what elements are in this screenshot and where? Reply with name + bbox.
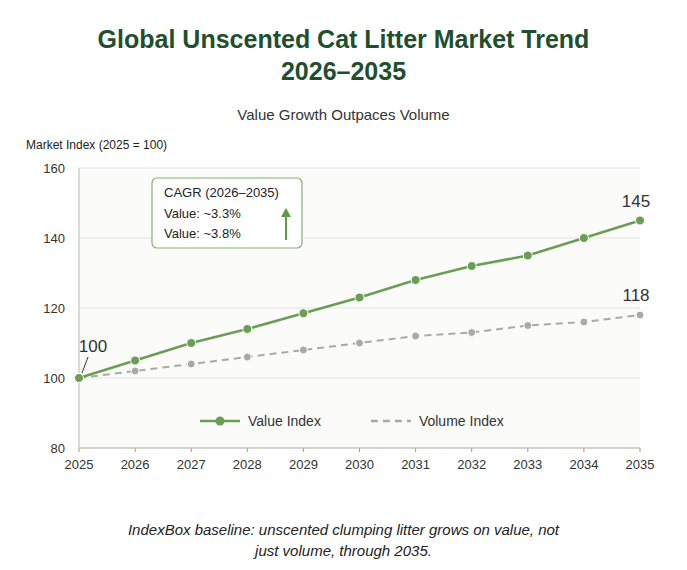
- y-tick-label: 100: [43, 371, 65, 386]
- y-tick-label: 80: [51, 441, 65, 456]
- legend-marker: [216, 417, 225, 426]
- chart: Global Unscented Cat Litter Market Trend…: [0, 0, 687, 570]
- series-marker: [299, 309, 308, 318]
- annotation: 118: [622, 286, 649, 305]
- x-tick: [527, 448, 528, 452]
- annotation: 145: [622, 192, 650, 211]
- x-tick-label: 2032: [457, 457, 486, 472]
- series-marker: [467, 262, 476, 271]
- y-axis: [79, 168, 80, 448]
- x-axis: [79, 448, 640, 449]
- x-tick-label: 2025: [65, 457, 94, 472]
- legend-label: Value Index: [248, 413, 321, 429]
- background: [0, 0, 687, 570]
- y-tick-label: 140: [43, 231, 65, 246]
- x-tick-label: 2035: [626, 457, 655, 472]
- x-tick-label: 2026: [121, 457, 150, 472]
- grid-line: [79, 168, 640, 169]
- y-tick-label: 120: [43, 301, 65, 316]
- series-marker: [411, 276, 420, 285]
- series-marker: [187, 339, 196, 348]
- series-marker: [243, 325, 252, 334]
- series-marker: [243, 353, 251, 361]
- series-marker: [636, 216, 645, 225]
- x-tick-label: 2028: [233, 457, 262, 472]
- series-marker: [75, 374, 84, 383]
- series-marker: [524, 322, 532, 330]
- y-tick-label: 160: [43, 161, 65, 176]
- callout-arrow-head: [281, 208, 291, 217]
- series-marker: [299, 346, 307, 354]
- text-line: 2026–2035: [281, 57, 406, 85]
- plot-area: [79, 168, 640, 448]
- x-tick: [247, 448, 248, 452]
- x-tick: [471, 448, 472, 452]
- legend-label: Volume Index: [419, 413, 504, 429]
- series-line: [79, 315, 640, 378]
- grid-line: [79, 448, 640, 449]
- annotation: 100: [79, 337, 107, 356]
- x-tick-label: 2027: [177, 457, 206, 472]
- x-tick: [415, 448, 416, 452]
- legend: Value Index Volume Index: [200, 413, 504, 429]
- x-tick-label: 2033: [513, 457, 542, 472]
- x-tick-label: 2031: [401, 457, 430, 472]
- series-marker: [468, 329, 476, 337]
- series-marker: [356, 339, 364, 347]
- annotation-leader: [82, 357, 88, 373]
- series-marker: [131, 367, 139, 375]
- subtitle: Value Growth Outpaces Volume: [237, 106, 449, 123]
- callout-line: Value: ~3.8%: [164, 226, 241, 241]
- x-tick: [303, 448, 304, 452]
- series-marker: [412, 332, 420, 340]
- x-tick: [359, 448, 360, 452]
- series-marker: [131, 356, 140, 365]
- text-line: Global Unscented Cat Litter Market Trend: [98, 25, 590, 53]
- text-line: just volume, through 2035.: [253, 542, 432, 559]
- x-tick-label: 2034: [569, 457, 598, 472]
- x-tick-label: 2030: [345, 457, 374, 472]
- callout-box: [152, 178, 302, 248]
- y-axis-title: Market Index (2025 = 100): [26, 138, 167, 152]
- series-marker: [187, 360, 195, 368]
- series-marker: [636, 311, 644, 319]
- series-marker: [355, 293, 364, 302]
- series-marker: [580, 318, 588, 326]
- x-tick-label: 2029: [289, 457, 318, 472]
- x-tick: [79, 448, 80, 452]
- x-tick: [135, 448, 136, 452]
- series-marker: [579, 234, 588, 243]
- title: Global Unscented Cat Litter Market Trend…: [98, 25, 590, 85]
- grid-line: [79, 378, 640, 379]
- callout-line: Value: ~3.3%: [164, 206, 241, 221]
- x-tick: [191, 448, 192, 452]
- caption: IndexBox baseline: unscented clumping li…: [128, 521, 560, 559]
- legend-line: [371, 420, 411, 422]
- text-line: IndexBox baseline: unscented clumping li…: [128, 521, 560, 538]
- series-marker: [75, 374, 83, 382]
- x-tick: [640, 448, 641, 452]
- x-tick: [583, 448, 584, 452]
- series-marker: [523, 251, 532, 260]
- callout-title: CAGR (2026–2035): [164, 185, 279, 200]
- grid-line: [79, 308, 640, 309]
